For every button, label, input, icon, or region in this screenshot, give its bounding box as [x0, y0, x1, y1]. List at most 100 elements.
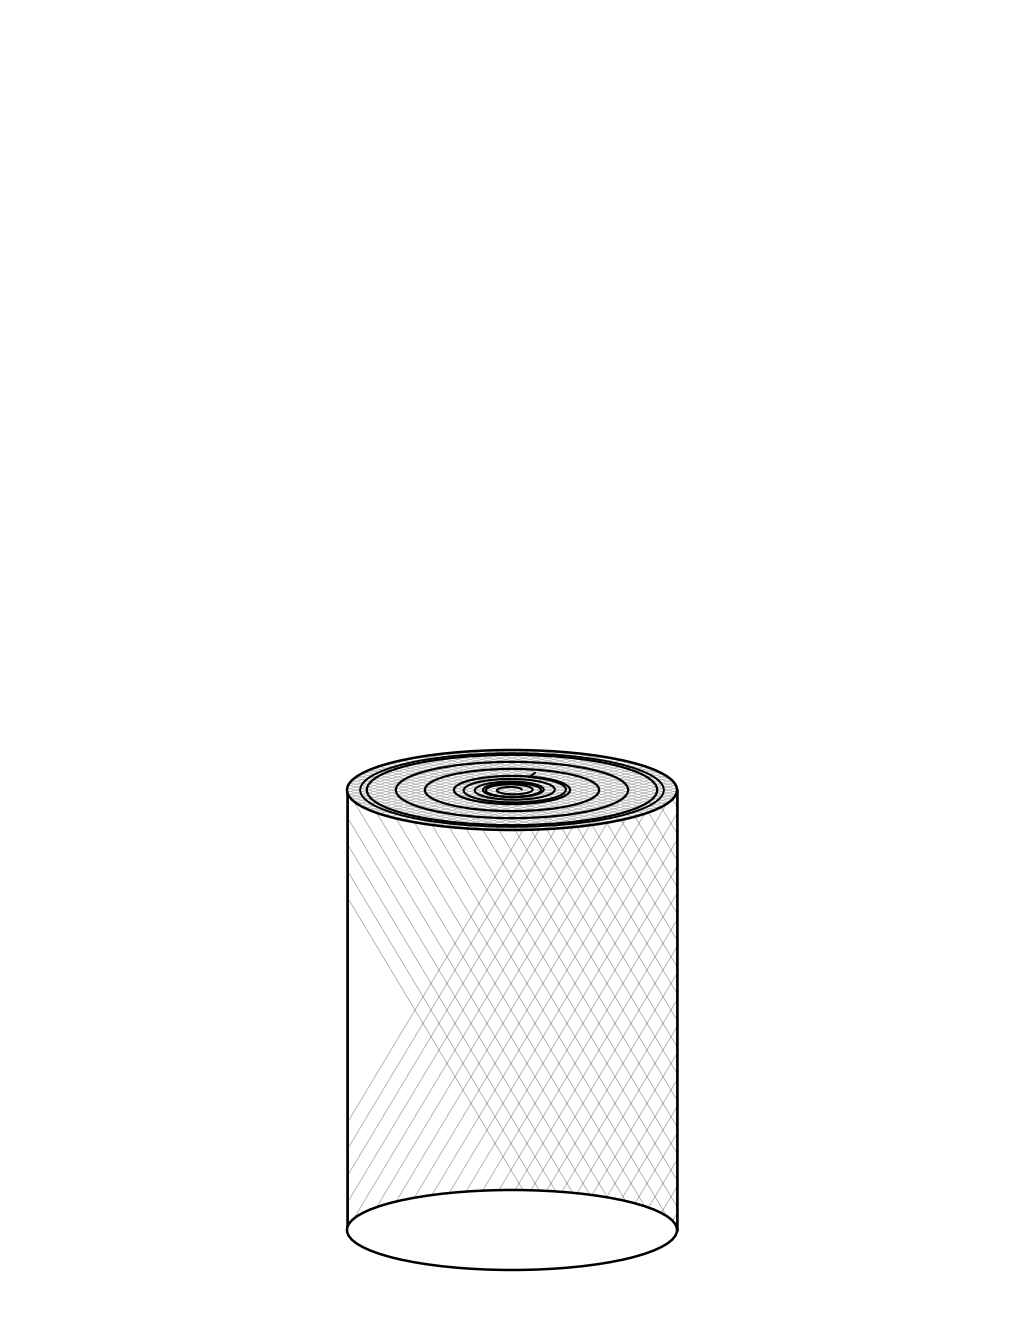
Text: , Ypsilanti, MI: , Ypsilanti, MI [202, 319, 281, 329]
Text: chemical cells. According to an embodiment of the present: chemical cells. According to an embodime… [500, 455, 833, 466]
Text: (72): (72) [30, 294, 53, 305]
Bar [628, 18, 630, 70]
Bar [406, 18, 408, 70]
Text: (60): (60) [30, 500, 53, 511]
Text: (2013.01);: (2013.01); [548, 308, 610, 318]
Text: (43) Pub. Date:: (43) Pub. Date: [490, 162, 609, 176]
Text: H01M 2/00: H01M 2/00 [713, 308, 782, 319]
Text: H01M 2/00: H01M 2/00 [596, 267, 666, 277]
Text: Int. Cl.: Int. Cl. [548, 226, 591, 238]
Bar [584, 18, 586, 70]
Text: 13/910,036: 13/910,036 [132, 385, 202, 397]
Bar [538, 18, 540, 70]
Text: (22): (22) [30, 404, 53, 414]
Text: Fabio ALBANO: Fabio ALBANO [140, 306, 232, 318]
Ellipse shape [347, 1191, 677, 1270]
Bar [0, 0, 347, 1320]
Bar [705, 18, 706, 70]
Text: (2006.01): (2006.01) [736, 279, 791, 289]
Text: Jeffrey LEBRUN: Jeffrey LEBRUN [140, 345, 240, 355]
Text: , Ann Arbor, MI: , Ann Arbor, MI [207, 345, 294, 354]
Text: 1, 2011.: 1, 2011. [80, 512, 126, 523]
Bar [0, 0, 1024, 789]
Text: (21): (21) [30, 385, 53, 396]
Text: (54): (54) [30, 209, 53, 218]
Bar [545, 18, 549, 70]
Text: (10) Pub. No.:: (10) Pub. No.: [490, 121, 599, 136]
Bar [348, 18, 350, 70]
Bar [344, 18, 347, 70]
Text: (US);: (US); [113, 345, 145, 354]
Bar [462, 18, 464, 70]
Bar [646, 18, 649, 70]
Bar [528, 18, 530, 70]
Text: Patent Application Publication: Patent Application Publication [55, 128, 534, 154]
Bar [419, 18, 422, 70]
Bar [498, 18, 500, 70]
Text: AND METHOD UTILIZING SOLID-STATE: AND METHOD UTILIZING SOLID-STATE [80, 220, 334, 231]
Text: on Nov. 11, 2011, now Pat. No. 8,357,464.: on Nov. 11, 2011, now Pat. No. 8,357,464… [80, 478, 317, 487]
Bar [708, 18, 710, 70]
Bar [447, 18, 449, 70]
Bar [470, 18, 473, 70]
Bar [660, 18, 663, 70]
Text: .....................: ..................... [575, 334, 649, 345]
Text: (2006.01): (2006.01) [736, 253, 791, 263]
Bar [426, 18, 428, 70]
Text: of charge, battery lifetime, and battery health.: of charge, battery lifetime, and battery… [500, 504, 763, 513]
Text: state rechargeable battery cells configured to power a driv-: state rechargeable battery cells configu… [500, 408, 837, 418]
Text: H01M 10/50: H01M 10/50 [596, 253, 674, 264]
Bar [590, 18, 592, 70]
Text: circuits that are programmed with algorithms to monitor state: circuits that are programmed with algori… [500, 492, 854, 502]
Text: , Ann Arbor, MI: , Ann Arbor, MI [197, 306, 285, 317]
Bar [357, 18, 360, 70]
Bar [562, 18, 564, 70]
Bar [318, 18, 322, 70]
Text: USPC: USPC [548, 334, 581, 345]
Bar [382, 18, 384, 70]
Text: (12): (12) [28, 128, 53, 141]
Text: Jun. 4, 2013: Jun. 4, 2013 [110, 404, 185, 414]
Text: RECHARGEABLE ELECTROCHEMICAL: RECHARGEABLE ELECTROCHEMICAL [80, 234, 323, 244]
Text: Applicant:: Applicant: [80, 268, 141, 279]
Text: (19): (19) [28, 92, 53, 106]
Text: ABSTRACT: ABSTRACT [641, 380, 719, 393]
Text: US 2013/0266827 A1: US 2013/0266827 A1 [605, 121, 801, 139]
Bar [664, 18, 666, 70]
Text: Robert KRUSE: Robert KRUSE [140, 331, 231, 342]
Text: Related U.S. Application Data: Related U.S. Application Data [43, 424, 227, 436]
Text: ELECTRIC VEHICLE PROPULSION SYSTEM: ELECTRIC VEHICLE PROPULSION SYSTEM [80, 209, 353, 219]
Bar [596, 18, 600, 70]
Text: Sakti3, Inc.: Sakti3, Inc. [132, 268, 204, 279]
Text: CELLS: CELLS [80, 246, 121, 256]
Text: H01M 4/00: H01M 4/00 [618, 296, 688, 308]
Ellipse shape [347, 750, 677, 830]
Text: invention, a transportation system that is powered at least in: invention, a transportation system that … [500, 432, 846, 442]
Bar [520, 18, 522, 70]
Text: (2013.01);: (2013.01); [673, 296, 738, 306]
Bar [475, 18, 477, 70]
Text: , Ann Arbor, MI: , Ann Arbor, MI [197, 331, 285, 342]
Text: (51): (51) [500, 226, 523, 236]
Text: Appl. No.:: Appl. No.: [80, 385, 136, 396]
Text: Provisional application No. 61/471,072, filed on Apr.: Provisional application No. 61/471,072, … [80, 500, 375, 510]
Text: (52): (52) [500, 282, 523, 292]
Text: form a pack that is regulated by charge and discharge control: form a pack that is regulated by charge … [500, 480, 850, 490]
Text: U.S. Cl.: U.S. Cl. [548, 282, 593, 293]
Bar [610, 18, 612, 70]
Text: H01M 10/04: H01M 10/04 [596, 279, 674, 290]
Text: part by electricity stored in the form of rechargeable electro-: part by electricity stored in the form o… [500, 444, 846, 454]
Bar [624, 18, 627, 70]
Bar [671, 18, 673, 70]
Text: , Ann Arbor, MI: , Ann Arbor, MI [204, 294, 291, 304]
Text: 429/7; 429/94; 429/149; 429/62: 429/7; 429/94; 429/149; 429/62 [653, 334, 833, 345]
Bar [488, 18, 490, 70]
Text: etrain is disclosed. In accordance with one aspect of the: etrain is disclosed. In accordance with … [500, 420, 818, 430]
Text: SASTRY et al.: SASTRY et al. [55, 162, 182, 180]
Bar [441, 18, 443, 70]
Bar [605, 18, 608, 70]
Bar [685, 18, 687, 70]
Text: filed on Oct. 10, 2012, now Pat. No. 8,492,023, which: filed on Oct. 10, 2012, now Pat. No. 8,4… [80, 453, 382, 462]
Text: Inventors:: Inventors: [80, 294, 141, 304]
Text: , Ann Arbor, MI (US): , Ann Arbor, MI (US) [187, 268, 303, 279]
